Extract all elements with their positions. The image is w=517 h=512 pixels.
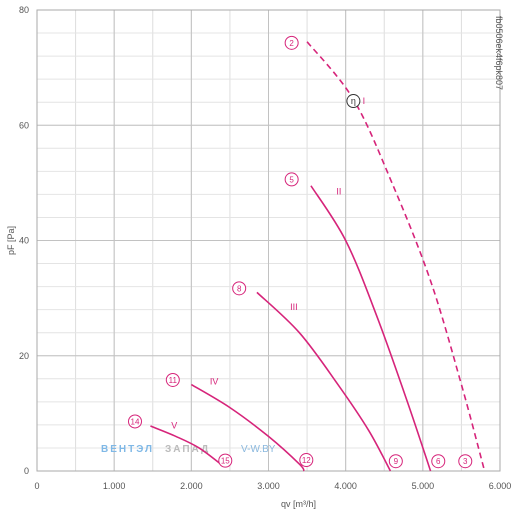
marker-circle — [232, 281, 247, 296]
x-tick-label: 5.000 — [412, 481, 435, 491]
series-label-IV: IV — [210, 377, 219, 387]
marker-circle — [431, 454, 446, 469]
marker-label: 11 — [169, 376, 178, 385]
series-line-IV — [190, 383, 305, 472]
series-label-II: II — [336, 187, 341, 197]
y-tick-label: 40 — [19, 236, 29, 246]
x-tick-label: 3.000 — [257, 481, 280, 491]
watermark-text-2: ЗАПАД — [165, 444, 210, 455]
series-label-V: V — [171, 420, 177, 430]
marker-label: 9 — [394, 457, 399, 466]
marker-circle — [458, 454, 473, 469]
marker-label: 14 — [131, 417, 140, 426]
x-tick-label: 6.000 — [489, 481, 512, 491]
marker-label: 2 — [289, 39, 294, 48]
marker-circle — [128, 414, 143, 429]
marker-circle — [299, 453, 314, 468]
y-tick-label: 80 — [19, 5, 29, 15]
marker-circle — [284, 172, 299, 187]
marker-circle — [218, 453, 233, 468]
marker-label: 12 — [302, 456, 311, 465]
x-axis-label: qv [m³/h] — [281, 499, 316, 509]
operating-point-markers: 2 5 8 11 14 3 6 9 12 15 — [128, 35, 473, 469]
x-tick-labels: 0 1.000 2.000 3.000 4.000 5.000 6.000 — [34, 481, 511, 491]
watermark-text-1: ВЕНТЭЛ — [101, 444, 154, 455]
y-tick-labels: 0 20 40 60 80 — [19, 5, 29, 476]
watermark: ВЕНТЭЛ ЗАПАД V-W.BY — [101, 444, 276, 455]
x-tick-label: 0 — [34, 481, 39, 491]
series-curves — [150, 41, 486, 472]
series-label-III: III — [290, 302, 298, 312]
series-line-V — [150, 425, 223, 466]
x-tick-label: 1.000 — [103, 481, 126, 491]
series-label-I: I — [363, 96, 366, 106]
watermark-text-3: V-W.BY — [241, 444, 276, 455]
efficiency-circle — [346, 94, 361, 109]
efficiency-marker: η — [346, 94, 361, 109]
y-tick-label: 60 — [19, 120, 29, 130]
marker-circle — [284, 35, 299, 50]
chart-code: fb0506ek4f6pk807 — [494, 16, 504, 90]
marker-circle — [388, 454, 403, 469]
y-tick-label: 0 — [24, 466, 29, 476]
marker-label: 6 — [436, 457, 441, 466]
y-tick-label: 20 — [19, 351, 29, 361]
x-tick-label: 4.000 — [334, 481, 357, 491]
plot-frame — [36, 9, 501, 472]
efficiency-label: η — [351, 96, 356, 106]
series-line-I — [306, 41, 486, 472]
marker-label: 3 — [463, 457, 468, 466]
series-line-II — [310, 185, 432, 472]
axes — [36, 9, 501, 472]
series-line-III — [256, 291, 392, 472]
marker-label: 15 — [221, 457, 230, 466]
marker-label: 8 — [237, 284, 242, 293]
y-axis-label: pF [Pa] — [6, 226, 16, 255]
x-tick-label: 2.000 — [180, 481, 203, 491]
marker-circle — [165, 372, 180, 387]
marker-label: 5 — [289, 175, 294, 184]
